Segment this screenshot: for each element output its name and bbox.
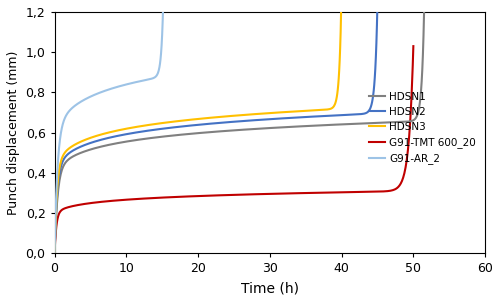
Legend: HDSN1, HDSN2, HDSN3, G91-TMT 600_20, G91-AR_2: HDSN1, HDSN2, HDSN3, G91-TMT 600_20, G91… [365,87,480,169]
X-axis label: Time (h): Time (h) [241,281,299,295]
Y-axis label: Punch displacement (mm): Punch displacement (mm) [7,50,20,215]
